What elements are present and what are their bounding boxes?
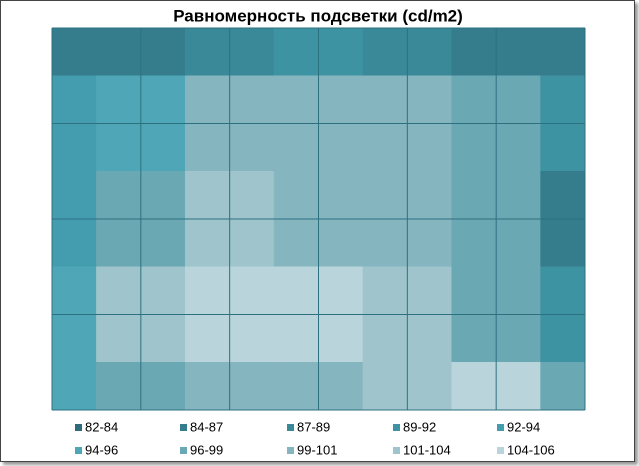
legend-label: 89-92 <box>403 419 436 434</box>
legend-swatch <box>497 447 504 454</box>
legend-label: 92-94 <box>507 419 540 434</box>
legend-label: 99-101 <box>297 442 337 457</box>
legend-swatch <box>180 424 187 431</box>
legend-label: 84-87 <box>190 419 223 434</box>
legend-swatch <box>287 424 294 431</box>
legend-label: 101-104 <box>403 442 451 457</box>
legend-label: 87-89 <box>297 419 330 434</box>
legend-swatch <box>393 424 400 431</box>
contour-cell <box>540 362 586 411</box>
contour-cell <box>540 27 586 76</box>
legend-swatch <box>180 447 187 454</box>
chart-title: Равномерность подсветки (cd/m2) <box>173 6 463 25</box>
contour-cell <box>51 362 97 411</box>
legend-swatch <box>75 424 82 431</box>
legend-swatch <box>75 447 82 454</box>
legend-label: 96-99 <box>190 442 223 457</box>
legend-swatch <box>393 447 400 454</box>
legend-label: 94-96 <box>85 442 118 457</box>
legend-swatch <box>497 424 504 431</box>
contour-cell <box>51 27 97 76</box>
legend-label: 82-84 <box>85 419 118 434</box>
legend-swatch <box>287 447 294 454</box>
legend-label: 104-106 <box>507 442 555 457</box>
